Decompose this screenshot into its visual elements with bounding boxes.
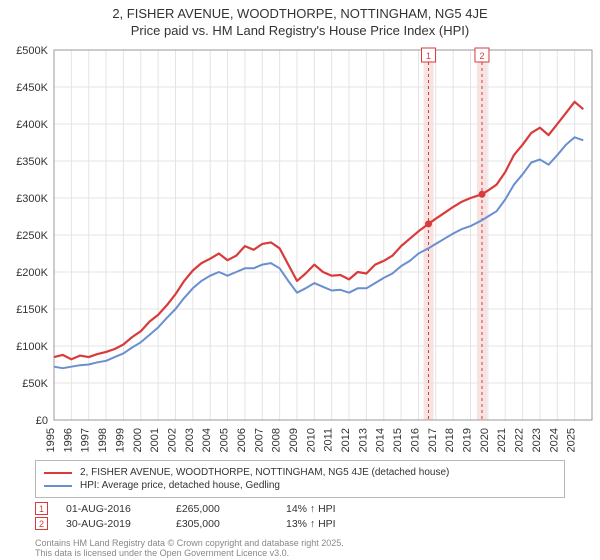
- chart-title: 2, FISHER AVENUE, WOODTHORPE, NOTTINGHAM…: [0, 0, 600, 40]
- chart-area: £0 £50K £100K £150K £200K £250K £300K £350K £400…: [0, 40, 600, 458]
- transaction-row: 2 30-AUG-2019£305,00013% ↑ HPI: [35, 517, 396, 530]
- legend-item: HPI: Average price, detached house, Gedl…: [44, 480, 556, 491]
- legend-item: 2, FISHER AVENUE, WOODTHORPE, NOTTINGHAM…: [44, 467, 556, 478]
- price-chart: £0 £50K £100K £150K £200K £250K £300K £350K £400…: [0, 40, 600, 458]
- x-axis-label: 2000: [132, 428, 144, 452]
- x-axis-label: 2015: [392, 428, 404, 452]
- x-axis-label: 2008: [271, 428, 283, 452]
- y-axis-label: £150K: [16, 304, 48, 316]
- x-axis-label: 1995: [45, 428, 57, 452]
- x-axis-label: 2021: [496, 428, 508, 452]
- x-axis-label: 2001: [149, 428, 161, 452]
- x-axis-label: 2007: [253, 428, 265, 452]
- transaction-marker: 1: [35, 502, 48, 515]
- series-line: [54, 102, 583, 360]
- y-axis-label: £200K: [16, 267, 48, 279]
- x-axis-label: 2011: [323, 428, 335, 452]
- legend-swatch: [44, 472, 72, 474]
- series-line: [54, 137, 583, 368]
- legend-label: 2, FISHER AVENUE, WOODTHORPE, NOTTINGHAM…: [80, 467, 449, 478]
- y-axis-label: £400K: [16, 119, 48, 131]
- x-axis-label: 2013: [357, 428, 369, 452]
- transaction-delta: 14% ↑ HPI: [286, 503, 396, 515]
- x-axis-label: 2024: [548, 428, 560, 452]
- x-axis-label: 2019: [462, 428, 474, 452]
- x-axis-label: 1996: [62, 428, 74, 452]
- x-axis-label: 1999: [114, 428, 126, 452]
- x-axis-label: 2018: [444, 428, 456, 452]
- title-line1: 2, FISHER AVENUE, WOODTHORPE, NOTTINGHAM…: [0, 6, 600, 23]
- x-axis-label: 2025: [566, 428, 578, 452]
- marker-number: 1: [426, 51, 431, 61]
- footer-line1: Contains HM Land Registry data © Crown c…: [35, 538, 344, 548]
- x-axis-label: 1998: [97, 428, 109, 452]
- marker-dot: [478, 191, 485, 198]
- transaction-row: 1 01-AUG-2016£265,00014% ↑ HPI: [35, 502, 396, 515]
- x-axis-label: 2002: [166, 428, 178, 452]
- y-axis-label: £350K: [16, 156, 48, 168]
- transaction-date: 01-AUG-2016: [66, 503, 176, 515]
- y-axis-label: £250K: [16, 230, 48, 242]
- footer-line2: This data is licensed under the Open Gov…: [35, 548, 344, 558]
- x-axis-label: 2003: [184, 428, 196, 452]
- y-axis-label: £450K: [16, 82, 48, 94]
- x-axis-label: 2009: [288, 428, 300, 452]
- x-axis-label: 2004: [201, 428, 213, 452]
- y-axis-label: £50K: [22, 378, 48, 390]
- marker-dot: [425, 220, 432, 227]
- x-axis-label: 2005: [219, 428, 231, 452]
- transaction-list: 1 01-AUG-2016£265,00014% ↑ HPI 2 30-AUG-201…: [35, 502, 396, 532]
- x-axis-label: 2017: [427, 428, 439, 452]
- x-axis-label: 2016: [409, 428, 421, 452]
- marker-number: 2: [479, 51, 484, 61]
- transaction-date: 30-AUG-2019: [66, 518, 176, 530]
- legend-swatch: [44, 485, 72, 487]
- x-axis-label: 2022: [514, 428, 526, 452]
- transaction-marker: 2: [35, 517, 48, 530]
- footer-attribution: Contains HM Land Registry data © Crown c…: [35, 538, 344, 559]
- y-axis-label: £0: [36, 415, 48, 427]
- legend: 2, FISHER AVENUE, WOODTHORPE, NOTTINGHAM…: [35, 460, 565, 498]
- transaction-price: £305,000: [176, 518, 286, 530]
- x-axis-label: 2014: [375, 428, 387, 452]
- x-axis-label: 2012: [340, 428, 352, 452]
- x-axis-label: 2020: [479, 428, 491, 452]
- x-axis-label: 2006: [236, 428, 248, 452]
- x-axis-label: 2023: [531, 428, 543, 452]
- transaction-price: £265,000: [176, 503, 286, 515]
- legend-label: HPI: Average price, detached house, Gedl…: [80, 480, 280, 491]
- transaction-delta: 13% ↑ HPI: [286, 518, 396, 530]
- x-axis-label: 2010: [305, 428, 317, 452]
- y-axis-label: £300K: [16, 193, 48, 205]
- title-line2: Price paid vs. HM Land Registry's House …: [0, 23, 600, 40]
- y-axis-label: £100K: [16, 341, 48, 353]
- x-axis-label: 1997: [80, 428, 92, 452]
- y-axis-label: £500K: [16, 45, 48, 57]
